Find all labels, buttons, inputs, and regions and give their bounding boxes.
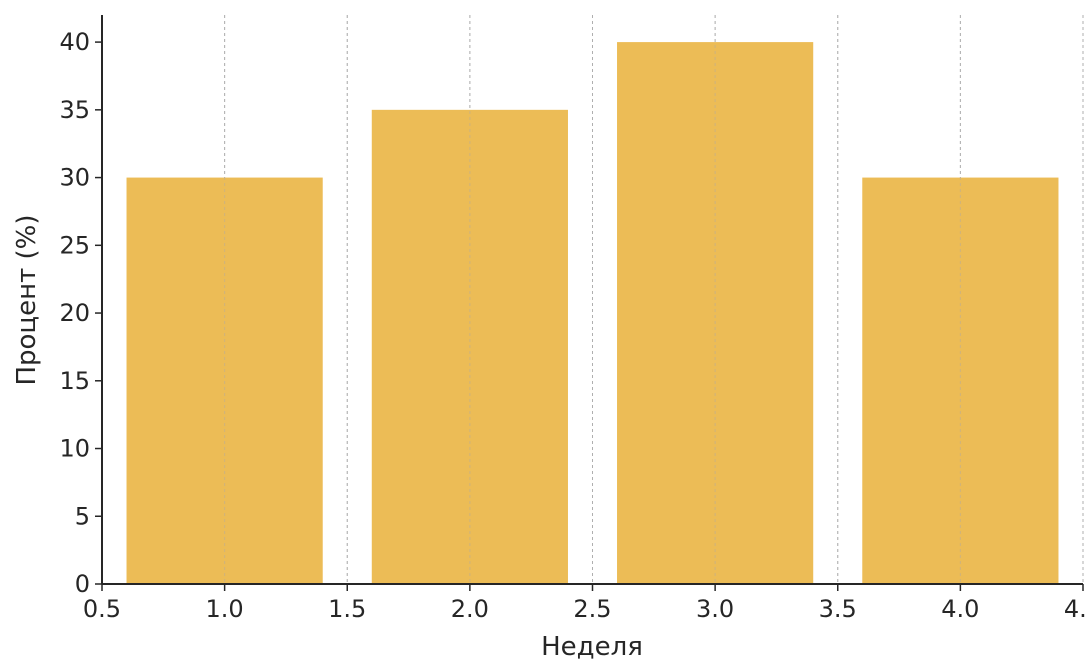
x-axis-ticks: 0.5 1.0 1.5 2.0 2.5 3.0 3.5 4.0 4.5: [83, 584, 1087, 623]
x-tick-label-2: 1.5: [328, 595, 366, 623]
y-tick-label-2: 10: [59, 435, 90, 463]
bar-3: [617, 42, 814, 585]
x-axis-title: Неделя: [541, 632, 643, 662]
x-tick-label-6: 3.5: [819, 595, 857, 623]
y-tick-label-1: 5: [75, 502, 90, 530]
y-tick-label-5: 25: [59, 231, 90, 259]
y-tick-label-8: 40: [59, 28, 90, 56]
bar-4: [862, 177, 1059, 585]
y-axis-title: Процент (%): [12, 214, 42, 385]
y-tick-label-7: 35: [59, 96, 90, 124]
x-tick-label-3: 2.0: [451, 595, 489, 623]
y-tick-label-4: 20: [59, 299, 90, 327]
x-tick-label-0: 0.5: [83, 595, 121, 623]
x-tick-label-4: 2.5: [573, 595, 611, 623]
y-tick-label-3: 15: [59, 367, 90, 395]
x-tick-label-8: 4.5: [1064, 595, 1087, 623]
y-axis-ticks: 0 5 10 15 20 25 30 35 40: [59, 28, 102, 598]
y-tick-label-0: 0: [75, 570, 90, 598]
bars: [101, 15, 1084, 585]
x-tick-label-1: 1.0: [206, 595, 244, 623]
bar-2: [371, 109, 568, 584]
x-tick-label-5: 3.0: [696, 595, 734, 623]
y-tick-label-6: 30: [59, 164, 90, 192]
x-tick-label-7: 4.0: [941, 595, 979, 623]
bar-1: [126, 177, 323, 585]
